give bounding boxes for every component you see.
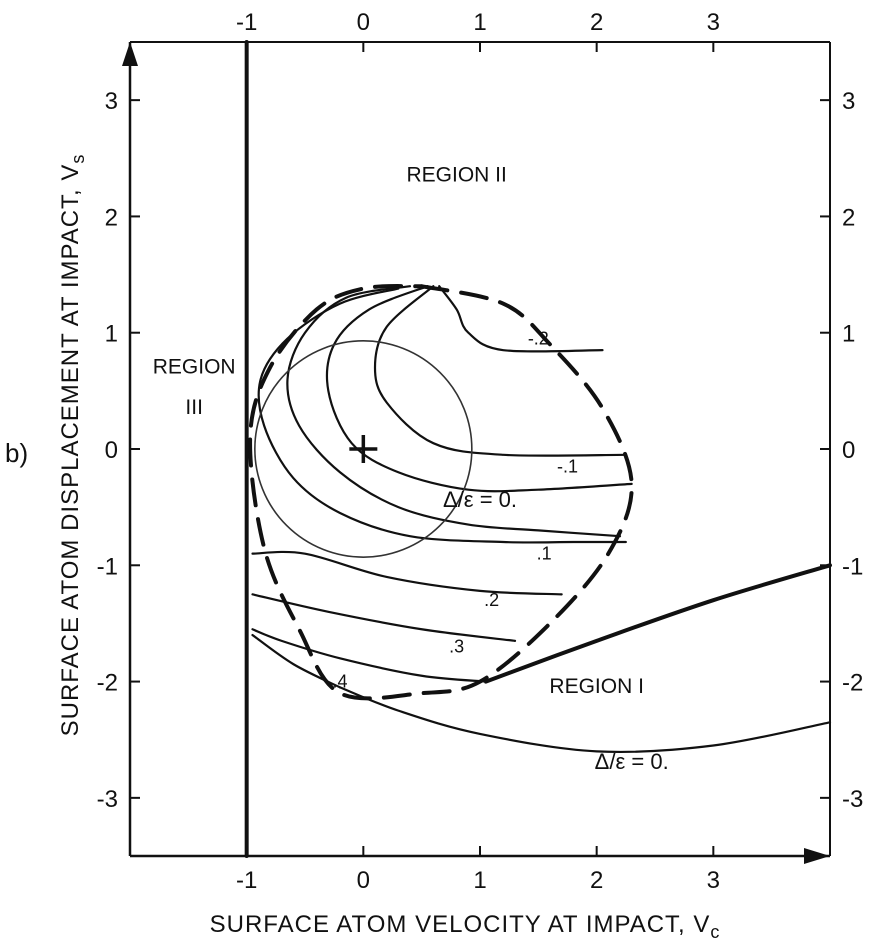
region-label: REGION	[153, 355, 236, 378]
contour-label: -.1	[557, 456, 578, 476]
series-line-contour-0-2	[251, 550, 563, 596]
x-tick-label: -1	[236, 867, 257, 894]
y-tick-label: -2	[97, 670, 118, 697]
y-tick-label: -3	[97, 786, 118, 813]
x-tick-label-top: 2	[590, 9, 603, 36]
contour-label: .3	[449, 637, 464, 657]
region-label: REGION II	[406, 164, 506, 187]
y-tick-label-right: -2	[842, 670, 863, 697]
x-tick-label: 0	[357, 867, 370, 894]
y-tick-label-right: -1	[842, 553, 863, 580]
y-tick-label: 1	[105, 321, 118, 348]
series-line-contour-0-3	[251, 593, 517, 642]
x-tick-label: 2	[590, 867, 603, 894]
x-tick-label-top: 3	[707, 9, 720, 36]
series-line-outer-circle	[248, 284, 634, 701]
series-lines	[244, 40, 832, 858]
axis-ticks: -1 -1 0 0 1 1 2 2 3 3 3 3 2 2 1 1 0 0 -1 -1 -2 -2 -3 -3	[97, 9, 864, 894]
x-tick-label-top: 1	[473, 9, 486, 36]
y-tick-label-right: 3	[842, 88, 855, 115]
contour-label: .4	[332, 671, 347, 691]
y-tick-label: 2	[105, 204, 118, 231]
x-tick-label-top: -1	[236, 9, 257, 36]
y-tick-label-right: -3	[842, 786, 863, 813]
region-labels: REGION II REGION III REGION I	[153, 164, 644, 699]
x-tick-label: 3	[707, 867, 720, 894]
region-label: REGION I	[549, 675, 644, 698]
y-tick-label-right: 0	[842, 437, 855, 464]
y-tick-label: 3	[105, 88, 118, 115]
series-line-region-boundary-upper	[483, 563, 832, 684]
y-axis-title: SURFACE ATOM DISPLACEMENT AT IMPACT, Vs	[57, 154, 88, 737]
contour-label: Δ/ε = 0.	[595, 749, 669, 774]
inner-circle	[254, 340, 473, 558]
series-line-contour-0-2	[438, 285, 604, 353]
series-line-contour-lower-left	[251, 633, 342, 689]
x-axis-title: SURFACE ATOM VELOCITY AT IMPACT, Vc	[210, 911, 721, 941]
y-tick-label: -1	[97, 553, 118, 580]
y-axis-arrowhead	[122, 42, 138, 66]
contour-label: -.2	[528, 328, 549, 348]
x-tick-label: 1	[473, 867, 486, 894]
series-line-contour-0-4	[251, 628, 487, 683]
region-label: III	[185, 396, 203, 419]
series-line-contour-0-a	[325, 285, 633, 493]
contour-label: .2	[484, 590, 499, 610]
y-tick-label-right: 2	[842, 204, 855, 231]
contour-label: Δ/ε = 0.	[443, 487, 517, 512]
panel-label: b)	[5, 438, 28, 468]
series-line-contour-0-1	[257, 287, 627, 544]
x-axis-arrowhead	[804, 848, 830, 864]
y-tick-label-right: 1	[842, 321, 855, 348]
series-line-contour-0-1	[373, 285, 627, 457]
x-tick-label-top: 0	[357, 9, 370, 36]
contour-label: .1	[537, 543, 552, 563]
y-tick-label: 0	[105, 437, 118, 464]
series-line-region-boundary-lower	[338, 686, 832, 754]
contour-labels: -.2 -.1 Δ/ε = 0. .1 .2 .3 .4 Δ/ε = 0.	[332, 328, 668, 773]
